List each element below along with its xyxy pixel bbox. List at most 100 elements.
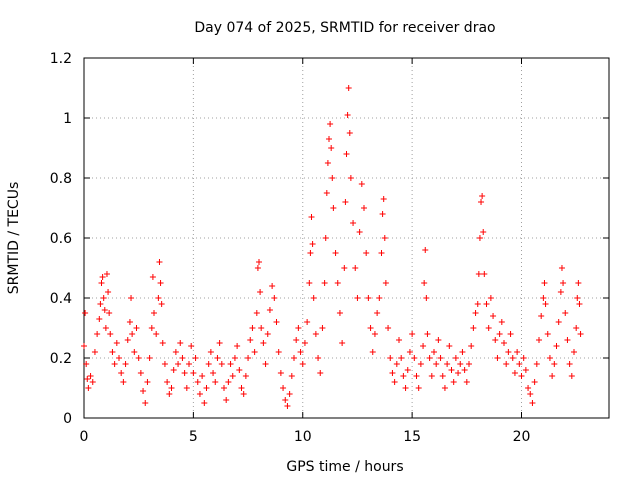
data-point [326,136,332,142]
data-point [376,295,383,301]
data-point [525,385,532,391]
data-point [299,361,306,367]
data-point [423,295,430,301]
y-tick-label: 1 [63,111,72,127]
data-point [544,331,551,337]
data-point [406,349,413,355]
data-point [558,265,565,271]
data-point [382,280,389,286]
data-point [96,316,103,322]
data-point [227,361,234,367]
data-point [240,391,247,397]
data-point [102,325,109,331]
data-point [514,349,521,355]
data-point [157,280,164,286]
data-point [327,121,334,127]
data-point [266,307,273,313]
data-point [492,337,499,343]
data-point [413,373,420,379]
data-point [540,295,547,301]
data-point [345,85,352,91]
data-point [483,301,490,307]
data-point [529,400,536,406]
data-point [542,301,549,307]
data-point [551,361,558,367]
data-point [511,370,518,376]
data-point [324,160,331,166]
data-point [527,391,534,397]
data-point [126,319,133,325]
data-point [158,301,165,307]
data-point [168,385,175,391]
data-point [546,355,553,361]
data-point [275,349,282,355]
data-point [106,310,113,316]
data-point [461,367,468,373]
data-point [205,361,212,367]
data-point [494,355,501,361]
data-point [194,379,201,385]
data-point [417,361,424,367]
data-point [350,220,357,226]
data-point [389,370,396,376]
data-point [166,391,173,397]
data-point [431,349,437,355]
data-point [258,325,265,331]
data-point [293,337,300,343]
data-point [402,385,409,391]
data-point [479,193,486,199]
data-point [481,271,488,277]
data-point [253,310,260,316]
data-point [203,385,210,391]
data-point [100,295,107,301]
data-point [557,289,564,295]
data-point [124,337,131,343]
data-point [457,361,464,367]
data-point [196,391,203,397]
data-point [264,331,271,337]
data-point [159,340,166,346]
data-point [450,379,457,385]
data-point [98,280,105,286]
data-point [444,361,451,367]
data-point [245,355,252,361]
data-point [374,310,381,316]
data-point [354,295,361,301]
data-point [485,325,492,331]
data-point [229,373,236,379]
data-point [420,343,427,349]
data-point [415,385,422,391]
data-point [113,340,120,346]
data-point [142,400,149,406]
data-point [459,349,466,355]
data-point [295,325,302,331]
data-point [555,319,562,325]
data-point [170,367,177,373]
x-tick-labels: 0 5 10 15 20 [80,429,531,445]
axis-ticks [83,57,609,419]
data-point [262,361,269,367]
data-point [448,367,455,373]
data-point [574,295,581,301]
data-point [122,361,129,367]
data-point [487,295,494,301]
data-point [404,367,411,373]
data-point [363,250,370,256]
data-point [466,361,472,367]
data-point [352,265,359,271]
data-point [186,361,192,367]
data-point [538,313,545,319]
data-point [496,331,503,337]
data-point [367,325,374,331]
data-point [107,331,114,337]
data-point [336,310,343,316]
data-point [531,379,538,385]
data-point [249,325,256,331]
data-point [490,313,497,319]
data-point [188,343,195,349]
data-point [221,385,227,391]
data-point [81,343,87,349]
data-point [339,340,346,346]
data-point [566,361,573,367]
